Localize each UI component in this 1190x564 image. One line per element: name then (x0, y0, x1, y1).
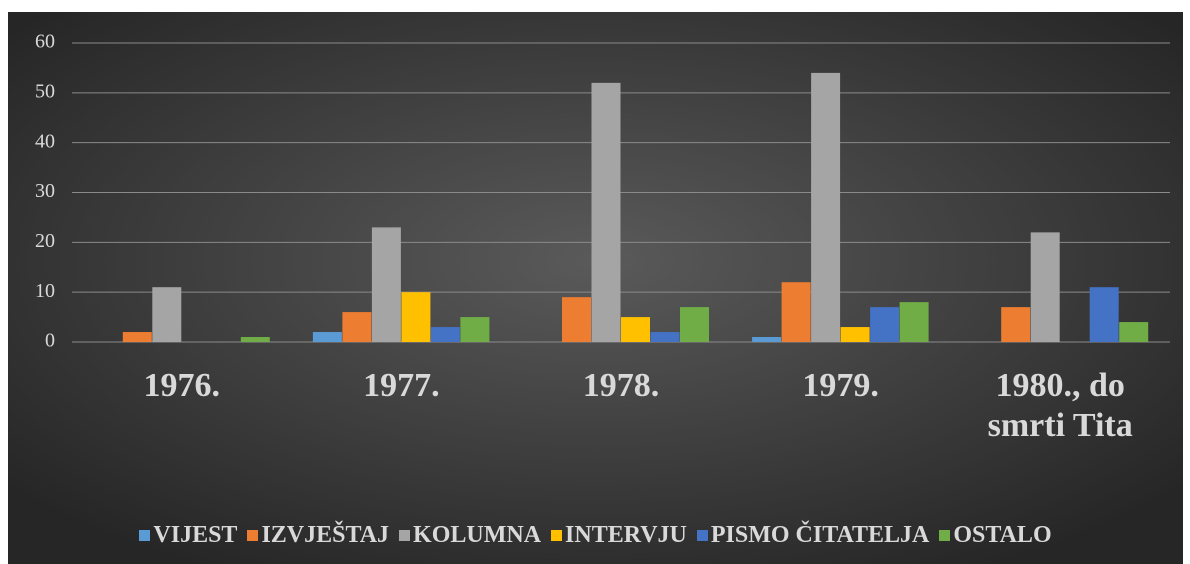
legend-label: INTERVJU (565, 522, 687, 548)
bar (781, 282, 811, 342)
bar (621, 317, 650, 342)
legend-item: INTERVJU (551, 522, 687, 549)
y-tick-label: 40 (35, 130, 55, 152)
bar (312, 332, 342, 342)
legend-label: PISMO ČITATELJA (710, 522, 930, 548)
bar (650, 332, 680, 342)
y-tick-label: 30 (35, 180, 55, 202)
legend-item: PISMO ČITATELJA (696, 522, 930, 549)
bar (1089, 287, 1119, 342)
legend-label: IZVJEŠTAJ (261, 522, 390, 548)
bar (240, 337, 270, 342)
bar (122, 332, 152, 342)
legend-item: IZVJEŠTAJ (247, 522, 389, 549)
x-tick-label: 1977. (363, 367, 440, 404)
legend-item: VIJEST (139, 522, 237, 549)
legend: VIJEST IZVJEŠTAJ KOLUMNA INTERVJU PISMO ČITA… (8, 522, 1183, 549)
bar (680, 307, 709, 342)
bar (840, 327, 870, 342)
bar (752, 337, 782, 342)
legend-swatch (139, 530, 151, 541)
legend-label: KOLUMNA (413, 522, 542, 548)
bar (1119, 322, 1149, 342)
legend-swatch (939, 530, 951, 541)
legend-swatch (551, 530, 563, 541)
legend-label: VIJEST (153, 522, 238, 548)
bar (342, 312, 372, 342)
legend-swatch (247, 530, 259, 541)
bar (1001, 307, 1031, 342)
legend-swatch (696, 530, 708, 541)
legend-item: KOLUMNA (399, 522, 541, 549)
legend-swatch (399, 530, 411, 541)
bar (591, 82, 621, 342)
legend-item: OSTALO (939, 522, 1052, 549)
bar (371, 227, 401, 342)
y-tick-label: 60 (35, 31, 55, 53)
bar (562, 297, 591, 342)
bar (460, 317, 490, 342)
x-tick-label: 1976. (143, 367, 221, 404)
legend-label: OSTALO (953, 522, 1052, 548)
y-tick-label: 10 (35, 280, 55, 302)
bar (870, 307, 900, 342)
bar (401, 292, 431, 342)
y-tick-label: 50 (35, 80, 55, 102)
y-tick-label: 20 (35, 230, 55, 252)
bar (430, 327, 460, 342)
x-tick-label: 1979. (802, 367, 879, 404)
x-tick-label: 1978. (582, 367, 660, 404)
bar (899, 302, 929, 342)
x-tick-label: 1980., do smrti Tita (987, 367, 1133, 444)
y-tick-label: 0 (45, 330, 55, 352)
bar (1030, 232, 1060, 342)
bar (152, 287, 182, 342)
bar (811, 72, 841, 343)
